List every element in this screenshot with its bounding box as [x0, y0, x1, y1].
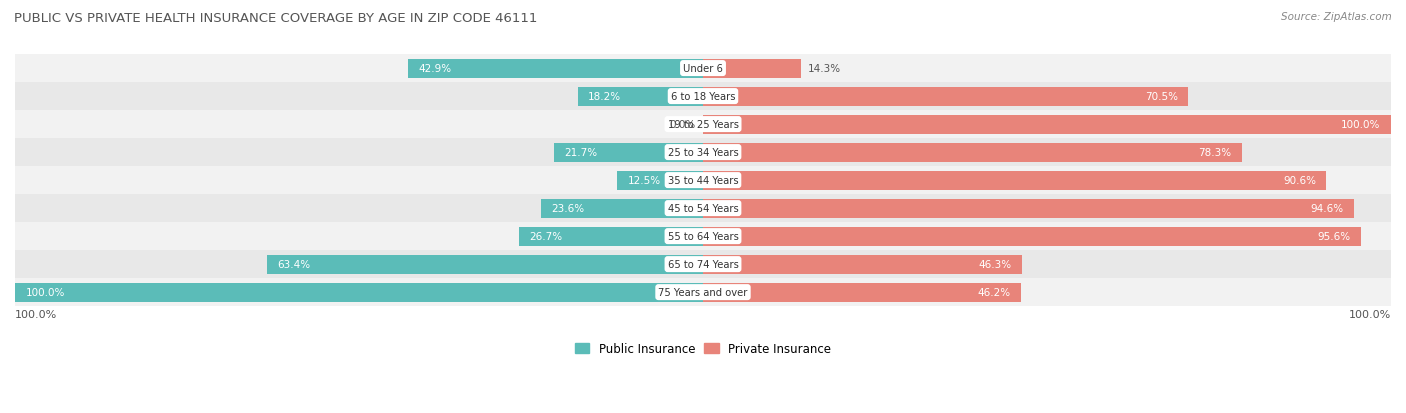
Text: 100.0%: 100.0%	[25, 287, 65, 297]
Bar	[617, 171, 703, 190]
Text: 23.6%: 23.6%	[551, 204, 583, 214]
Text: 21.7%: 21.7%	[564, 148, 598, 158]
Text: 100.0%: 100.0%	[1341, 120, 1381, 130]
Bar	[15, 139, 1391, 167]
Text: 65 to 74 Years: 65 to 74 Years	[668, 259, 738, 269]
Bar	[703, 143, 1241, 162]
Bar	[519, 227, 703, 246]
Text: 14.3%: 14.3%	[808, 64, 841, 74]
Text: 19 to 25 Years: 19 to 25 Years	[668, 120, 738, 130]
Text: 75 Years and over: 75 Years and over	[658, 287, 748, 297]
Text: 95.6%: 95.6%	[1317, 232, 1350, 242]
Text: Source: ZipAtlas.com: Source: ZipAtlas.com	[1281, 12, 1392, 22]
Legend: Public Insurance, Private Insurance: Public Insurance, Private Insurance	[571, 337, 835, 360]
Bar	[541, 199, 703, 218]
Text: 26.7%: 26.7%	[530, 232, 562, 242]
Bar	[703, 171, 1326, 190]
Bar	[703, 59, 801, 78]
Text: 42.9%: 42.9%	[418, 64, 451, 74]
Text: 90.6%: 90.6%	[1284, 176, 1316, 186]
Text: 6 to 18 Years: 6 to 18 Years	[671, 92, 735, 102]
Text: 70.5%: 70.5%	[1144, 92, 1178, 102]
Bar	[15, 111, 1391, 139]
Text: 100.0%: 100.0%	[1348, 310, 1391, 320]
Bar	[15, 251, 1391, 278]
Text: 46.3%: 46.3%	[979, 259, 1011, 269]
Text: 25 to 34 Years: 25 to 34 Years	[668, 148, 738, 158]
Bar	[15, 83, 1391, 111]
Bar	[554, 143, 703, 162]
Bar	[703, 283, 1021, 302]
Text: 0.0%: 0.0%	[669, 120, 696, 130]
Text: Under 6: Under 6	[683, 64, 723, 74]
Text: 63.4%: 63.4%	[277, 259, 311, 269]
Bar	[15, 278, 1391, 306]
Text: 12.5%: 12.5%	[627, 176, 661, 186]
Text: 18.2%: 18.2%	[588, 92, 621, 102]
Bar	[703, 115, 1391, 134]
Bar	[267, 255, 703, 274]
Bar	[15, 223, 1391, 251]
Bar	[703, 255, 1022, 274]
Bar	[703, 199, 1354, 218]
Bar	[578, 87, 703, 106]
Text: 78.3%: 78.3%	[1198, 148, 1232, 158]
Bar	[15, 55, 1391, 83]
Text: 55 to 64 Years: 55 to 64 Years	[668, 232, 738, 242]
Text: 35 to 44 Years: 35 to 44 Years	[668, 176, 738, 186]
Bar	[15, 167, 1391, 195]
Bar	[15, 195, 1391, 223]
Bar	[15, 283, 703, 302]
Text: 94.6%: 94.6%	[1310, 204, 1344, 214]
Bar	[703, 227, 1361, 246]
Bar	[703, 87, 1188, 106]
Bar	[408, 59, 703, 78]
Text: PUBLIC VS PRIVATE HEALTH INSURANCE COVERAGE BY AGE IN ZIP CODE 46111: PUBLIC VS PRIVATE HEALTH INSURANCE COVER…	[14, 12, 537, 25]
Text: 100.0%: 100.0%	[15, 310, 58, 320]
Text: 46.2%: 46.2%	[977, 287, 1011, 297]
Text: 45 to 54 Years: 45 to 54 Years	[668, 204, 738, 214]
